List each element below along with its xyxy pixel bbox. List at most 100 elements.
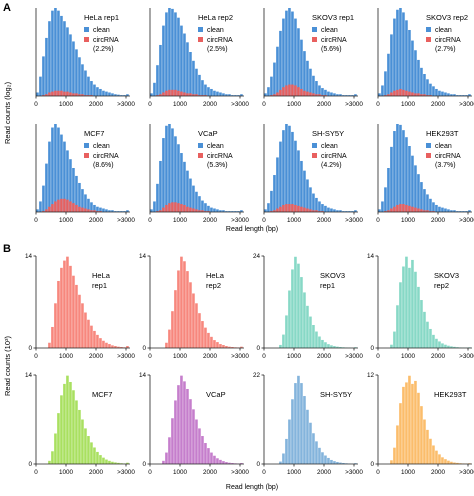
chart-a-skov3-rep2-clean-bar (381, 85, 384, 96)
chart-a-mcf7-clean-bar (60, 134, 63, 212)
chart-a-hela-rep2-clean-bar (189, 52, 192, 96)
chart-a-hela-rep2-clean-bar (153, 82, 156, 96)
chart-a-hela-rep2-circrna-bar (174, 89, 177, 96)
chart-a-hela-rep1-circrna-bar (54, 90, 57, 96)
chart-a-hek293t-circrna-bar (390, 208, 393, 212)
chart-a-skov3-rep2-circrna-bar (417, 93, 420, 96)
chart-a-mcf7-clean-bar (114, 211, 117, 212)
chart-a-mcf7-circrna-bar (87, 209, 90, 212)
chart-a-hela-rep1-clean-bar (99, 88, 102, 96)
chart-a-skov3-rep1-circrna-bar (300, 88, 303, 96)
chart-b-hela-rep2-bar (201, 321, 204, 348)
chart-a-hek293t-clean-bar (390, 146, 393, 212)
chart-a-hela-rep1-clean-bar (45, 37, 48, 96)
chart-b-vcap-x-tick-label: 0 (148, 469, 152, 476)
chart-a-hela-rep1-circrna-bar (84, 95, 87, 96)
chart-a-sh-sy5y-circrna-bar (309, 209, 312, 212)
chart-a-skov3-rep1-clean-bar (330, 92, 333, 96)
chart-a-skov3-rep2-x-tick-label: >3000 (459, 101, 474, 108)
chart-b-mcf7-bar (96, 451, 99, 464)
chart-a-hela-rep1-circrna-bar (60, 90, 63, 96)
chart-a-sh-sy5y-x-tick-label: 0 (262, 217, 266, 224)
chart-a-hek293t-clean-bar (465, 211, 468, 212)
chart-b-sh-sy5y-bar (297, 375, 300, 464)
chart-b-skov3-rep1-bar (294, 256, 297, 348)
chart-b-hek293t-y-tick-label: 12 (367, 372, 375, 379)
chart-a-hela-rep2-circrna-bar (195, 94, 198, 96)
chart-a-sh-sy5y-clean-bar (339, 210, 342, 212)
chart-a-hela-rep2-circrna-bar (177, 90, 180, 96)
chart-a-hela-rep1-clean-bar (96, 87, 99, 96)
chart-b-skov3-rep1-x-tick-label: 2000 (317, 353, 332, 360)
chart-a-vcap-legend-circrna-label: circRNA (207, 153, 233, 160)
chart-b-hela-rep2-bar (180, 256, 183, 348)
chart-a-skov3-rep1-clean-bar (300, 39, 303, 96)
chart-b-sh-sy5y-bar (282, 453, 285, 464)
chart-a-hela-rep1-clean-bar (123, 95, 126, 96)
chart-b-skov3-rep2-bar (426, 321, 429, 348)
chart-a-skov3-rep2-circrna-bar (399, 88, 402, 96)
chart-a-skov3-rep1-clean-bar (315, 81, 318, 96)
chart-a-skov3-rep1-clean-bar (348, 95, 351, 96)
chart-a-skov3-rep1-legend-clean-label: clean (321, 27, 338, 34)
chart-b-vcap-bar (213, 455, 216, 464)
panel-label-b: B (3, 243, 11, 255)
chart-a-mcf7-clean-bar (108, 210, 111, 212)
chart-a-skov3-rep2-legend-circrna-swatch (426, 37, 431, 42)
chart-a-mcf7-clean-bar (102, 208, 105, 212)
chart-b-vcap-bar (228, 462, 231, 464)
chart-a-skov3-rep1-clean-bar (354, 94, 357, 96)
chart-a-hela-rep1-clean-bar (102, 90, 105, 96)
chart-b-hek293t-bar (438, 454, 441, 464)
chart-a-mcf7-clean-bar (66, 150, 69, 212)
chart-a-skov3-rep2-title: SKOV3 rep2 (426, 13, 468, 22)
chart-a-mcf7-clean-bar (36, 209, 39, 212)
chart-a-mcf7-circrna-bar (66, 199, 69, 212)
chart-a-hek293t-clean-bar (384, 187, 387, 212)
chart-a-skov3-rep1-legend-circrna-swatch (312, 37, 317, 42)
chart-a-sh-sy5y-clean-bar (333, 209, 336, 212)
chart-a-skov3-rep1-x-tick-label: 2000 (317, 101, 332, 108)
chart-a-hek293t-circrna-bar (393, 206, 396, 212)
chart-b-mcf7-bar (48, 460, 51, 464)
chart-a-hela-rep1-title: HeLa rep1 (84, 13, 119, 22)
chart-b-mcf7-bar (69, 381, 72, 464)
chart-b-sh-sy5y-x-tick-label: 2000 (317, 469, 332, 476)
chart-b-mcf7-y-tick-label: 0 (28, 461, 32, 468)
chart-b-hela-rep1-x-tick-label: 1000 (59, 353, 74, 360)
chart-a-skov3-rep2-clean-bar (384, 71, 387, 96)
chart-a-skov3-rep1: 0 1000 2000 >3000 SKOV3 rep1 clean circRNA (5.6… (262, 8, 363, 108)
chart-a-mcf7-circrna-percent: (8.6%) (93, 162, 114, 169)
chart-b-hela-rep2-title: HeLa (206, 271, 225, 280)
chart-a-hela-rep2-legend-clean-label: clean (207, 27, 224, 34)
chart-a-skov3-rep1-circrna-bar (297, 87, 300, 96)
chart-a-hek293t-clean-bar (453, 210, 456, 212)
chart-a-skov3-rep1-circrna-bar (288, 84, 291, 96)
chart-a-sh-sy5y-title: SH-SY5Y (312, 129, 344, 138)
chart-a-hek293t-clean-bar (441, 207, 444, 212)
chart-a-hela-rep2-clean-bar (198, 74, 201, 96)
chart-a-hela-rep2-circrna-bar (189, 93, 192, 96)
chart-a-sh-sy5y-circrna-bar (285, 204, 288, 212)
chart-a-hela-rep2-circrna-bar (162, 92, 165, 96)
chart-a-hela-rep1-circrna-bar (78, 94, 81, 96)
chart-b-skov3-rep1-bar (312, 325, 315, 348)
chart-a-hela-rep2-legend-circrna-swatch (198, 37, 203, 42)
chart-a-hela-rep1-clean-bar (69, 34, 72, 96)
chart-a-skov3-rep1-clean-bar (312, 75, 315, 96)
chart-b-sh-sy5y-bar (324, 455, 327, 464)
chart-a-hela-rep1-circrna-bar (81, 94, 84, 96)
chart-a-sh-sy5y: 0 1000 2000 >3000 SH-SY5Y clean circRNA (4.2%) (262, 124, 363, 224)
chart-a-sh-sy5y-clean-bar (279, 141, 282, 212)
chart-b-vcap-y-tick-label: 14 (139, 372, 147, 379)
chart-a-skov3-rep1-circrna-bar (324, 95, 327, 96)
chart-a-hela-rep2-circrna-bar (159, 94, 162, 96)
chart-b-hek293t-bar (456, 462, 459, 464)
chart-a-skov3-rep2-clean-bar (438, 90, 441, 96)
chart-a-skov3-rep1-circrna-bar (321, 95, 324, 96)
chart-a-hela-rep1-legend-circrna-label: circRNA (93, 37, 119, 44)
chart-a-hek293t-clean-bar (402, 130, 405, 212)
chart-a-vcap-clean-bar (153, 201, 156, 212)
chart-a-vcap-x-tick-label: 2000 (203, 217, 218, 224)
